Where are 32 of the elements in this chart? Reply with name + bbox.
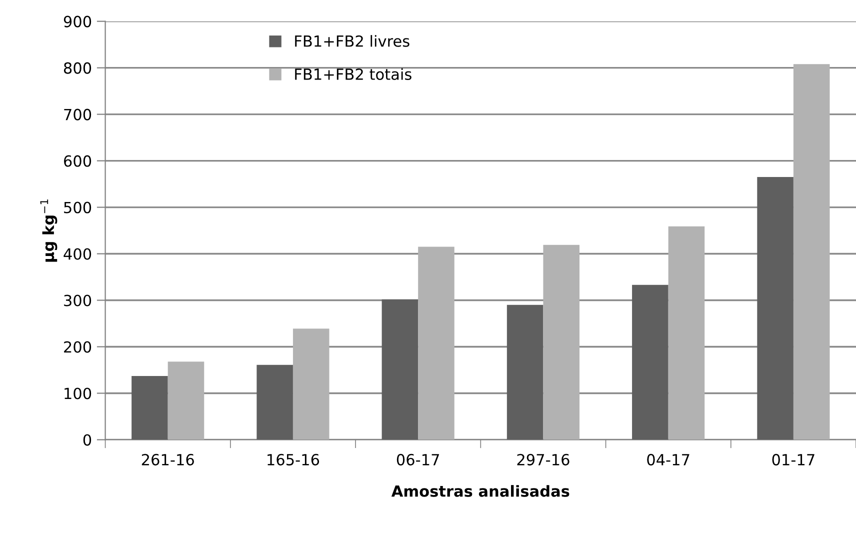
y-tick-label: 300 xyxy=(64,294,92,306)
y-axis-title: µg kg$^{−1}$ xyxy=(40,199,58,262)
x-tick-label: 04-17 xyxy=(647,454,690,466)
bar xyxy=(292,328,330,440)
legend-label: FB1+FB2 totais xyxy=(295,68,412,80)
y-tick-label: 600 xyxy=(64,155,92,167)
bar xyxy=(168,362,204,440)
bar xyxy=(668,226,705,440)
x-tick-label: 06-17 xyxy=(396,454,439,466)
legend-label: FB1+FB2 livres xyxy=(295,35,410,47)
bar xyxy=(506,304,544,440)
bar xyxy=(632,284,668,440)
x-tick-label: 261-16 xyxy=(142,454,194,466)
x-tick-label: 297-16 xyxy=(517,454,570,466)
y-tick-label: 900 xyxy=(64,16,92,28)
bar xyxy=(418,246,454,440)
bar xyxy=(757,177,794,440)
bar xyxy=(382,299,418,440)
y-tick-label: 800 xyxy=(64,62,92,74)
y-tick-label: 500 xyxy=(64,202,92,214)
bar xyxy=(543,244,580,440)
y-tick-label: 700 xyxy=(64,108,92,120)
x-tick-label: 01-17 xyxy=(772,454,814,466)
y-tick-label: 100 xyxy=(64,388,92,400)
bar xyxy=(132,376,168,440)
y-tick-label: 400 xyxy=(64,248,92,260)
bar xyxy=(793,64,830,440)
x-tick-label: 165-16 xyxy=(268,454,320,466)
y-tick-label: 0 xyxy=(83,434,92,446)
x-axis-title: Amostras analisadas xyxy=(391,485,570,497)
bar xyxy=(256,364,293,440)
y-tick-label: 200 xyxy=(64,341,92,353)
